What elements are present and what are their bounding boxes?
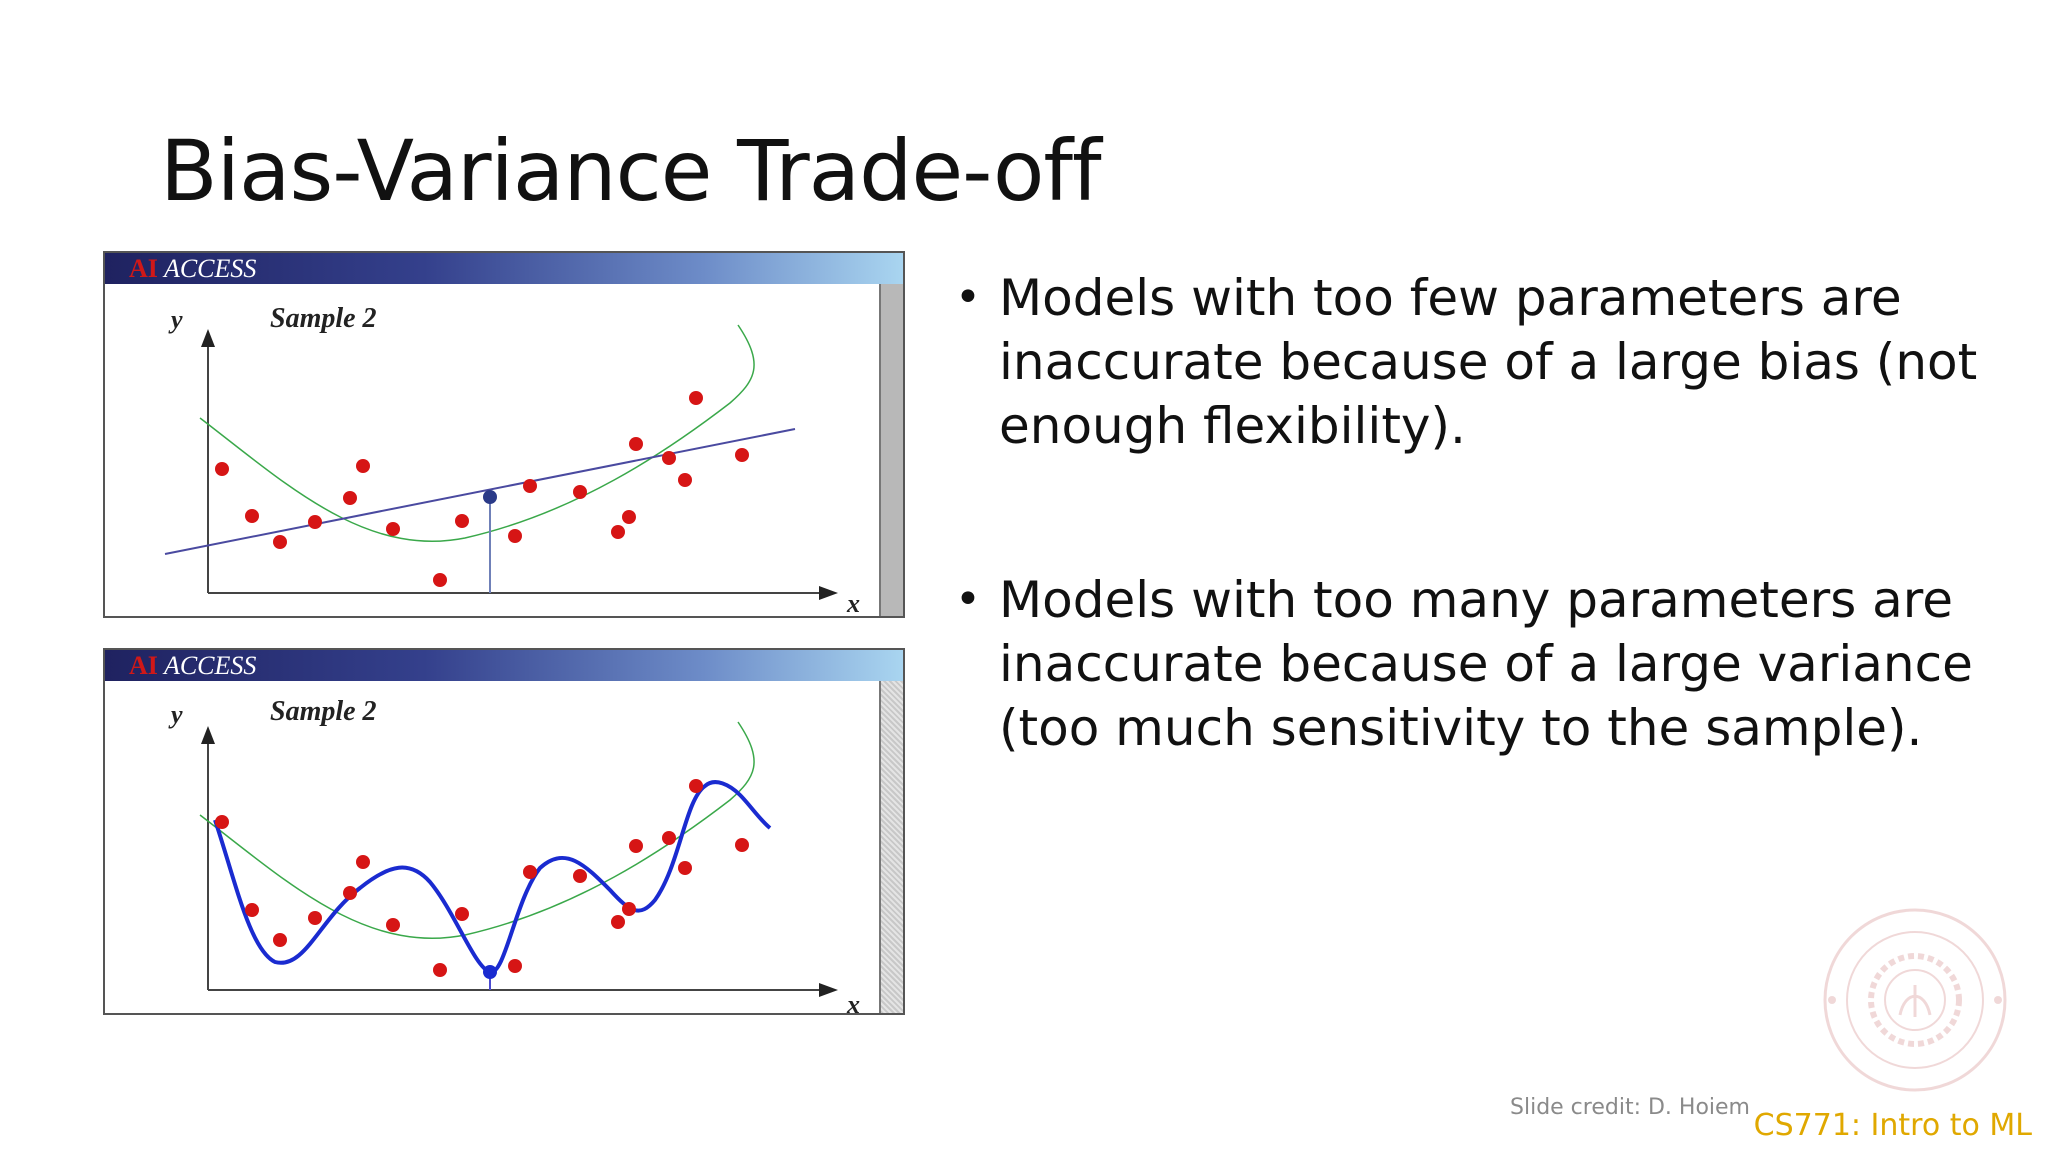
data-point xyxy=(662,451,676,465)
overfit-curve xyxy=(213,780,772,974)
y-axis-label: y xyxy=(168,700,183,729)
bullet-text: Models with too few parameters are inacc… xyxy=(999,269,1978,455)
linear-fit-line xyxy=(164,428,796,555)
data-point xyxy=(273,933,287,947)
data-point xyxy=(573,485,587,499)
y-axis-arrow-icon xyxy=(201,726,215,744)
data-point xyxy=(735,838,749,852)
bullet-item: • Models with too many parameters are in… xyxy=(955,568,2015,760)
ai-access-logo: AI ACCESS xyxy=(129,651,257,680)
sample-label: Sample 2 xyxy=(270,303,377,334)
data-point xyxy=(215,815,229,829)
x-axis-arrow-icon xyxy=(819,983,838,997)
sample-points xyxy=(215,779,749,977)
variance-plot: y x Sample 2 xyxy=(168,696,860,1015)
data-point xyxy=(508,959,522,973)
figure-header: AI ACCESS xyxy=(105,253,903,284)
bullet-list: • Models with too few parameters are ina… xyxy=(955,266,2015,870)
variance-figure: AI ACCESS y x Sample 2 xyxy=(103,648,905,1015)
course-label: CS771: Intro to ML xyxy=(1753,1108,2032,1143)
data-point xyxy=(523,865,537,879)
y-axis-label: y xyxy=(168,305,183,334)
data-point xyxy=(629,437,643,451)
data-point xyxy=(273,535,287,549)
data-point xyxy=(386,918,400,932)
bias-plot: y x Sample 2 xyxy=(164,303,860,618)
data-point xyxy=(215,462,229,476)
data-point xyxy=(455,514,469,528)
marker-point xyxy=(483,490,497,504)
true-function-curve xyxy=(199,721,755,940)
data-point xyxy=(662,831,676,845)
true-function-curve xyxy=(199,324,755,543)
y-axis-arrow-icon xyxy=(201,329,215,347)
marker-point xyxy=(483,965,497,979)
data-point xyxy=(622,902,636,916)
seal-watermark-icon xyxy=(1823,908,2007,1092)
data-point xyxy=(343,491,357,505)
data-point xyxy=(573,869,587,883)
bullet-icon: • xyxy=(955,574,981,625)
slide-title: Bias-Variance Trade-off xyxy=(160,122,1102,220)
data-point xyxy=(523,479,537,493)
data-point xyxy=(455,907,469,921)
data-point xyxy=(245,509,259,523)
data-point xyxy=(629,839,643,853)
data-point xyxy=(245,903,259,917)
figure-header: AI ACCESS xyxy=(105,650,903,681)
data-point xyxy=(433,573,447,587)
bullet-text: Models with too many parameters are inac… xyxy=(999,571,1973,757)
data-point xyxy=(678,473,692,487)
x-axis-label: x xyxy=(846,589,860,618)
x-axis-arrow-icon xyxy=(819,586,838,600)
data-point xyxy=(735,448,749,462)
data-point xyxy=(386,522,400,536)
data-point xyxy=(678,861,692,875)
bias-figure: AI ACCESS y x Sample 2 xyxy=(103,251,905,618)
bullet-icon: • xyxy=(955,272,981,323)
data-point xyxy=(689,779,703,793)
ai-access-logo: AI ACCESS xyxy=(129,254,257,283)
sample-label: Sample 2 xyxy=(270,696,377,727)
bullet-item: • Models with too few parameters are ina… xyxy=(955,266,2015,458)
slide-credit: Slide credit: D. Hoiem xyxy=(1510,1095,1750,1120)
data-point xyxy=(622,510,636,524)
data-point xyxy=(611,525,625,539)
scrollbar[interactable] xyxy=(879,284,903,616)
data-point xyxy=(343,886,357,900)
sample-points xyxy=(215,391,749,587)
scrollbar[interactable] xyxy=(879,681,903,1013)
data-point xyxy=(356,459,370,473)
data-point xyxy=(308,515,322,529)
data-point xyxy=(433,963,447,977)
data-point xyxy=(689,391,703,405)
data-point xyxy=(356,855,370,869)
x-axis-label: x xyxy=(846,990,860,1015)
data-point xyxy=(611,915,625,929)
data-point xyxy=(308,911,322,925)
data-point xyxy=(508,529,522,543)
